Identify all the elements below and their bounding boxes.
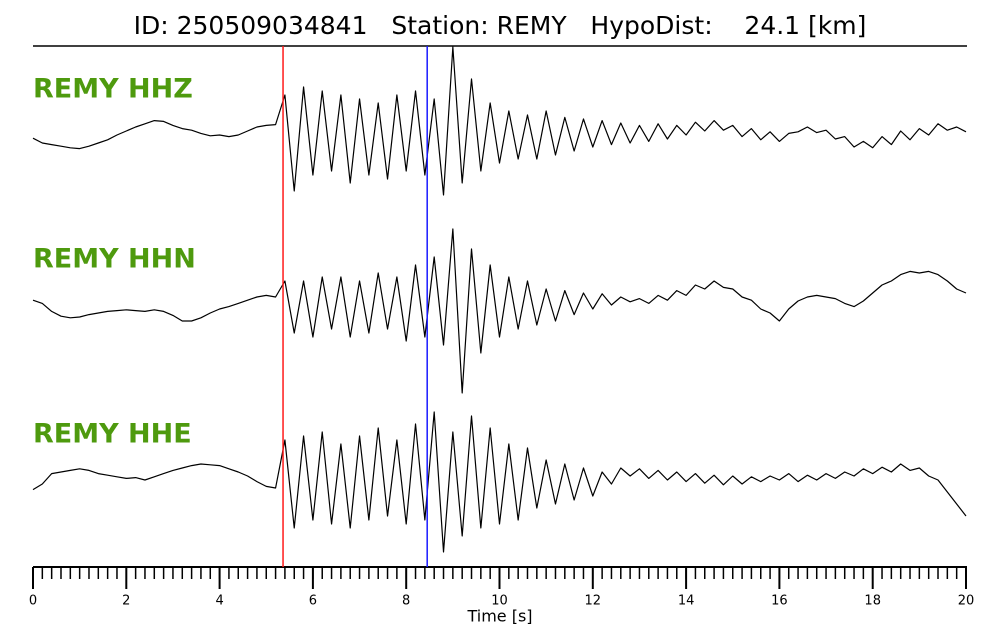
x-tick-label: 18 [864,594,881,609]
x-tick-label: 2 [122,594,130,609]
x-axis-label: Time [s] [466,607,532,626]
x-tick-label: 20 [958,594,975,609]
trace-label: REMY HHN [33,244,196,275]
waveform [32,411,967,553]
x-tick-label: 10 [491,594,508,609]
trace-label: REMY HHZ [33,74,193,105]
x-tick-label: 0 [29,594,37,609]
chart-title: ID: 250509034841 Station: REMY HypoDist:… [134,11,867,40]
x-tick-label: 4 [215,594,223,609]
x-tick-label: 8 [402,594,410,609]
x-tick-label: 6 [309,594,317,609]
x-tick-label: 12 [585,594,602,609]
trace-label: REMY HHE [33,419,192,450]
waveform [32,228,967,394]
waveform [32,46,967,196]
x-tick-label: 16 [771,594,788,609]
x-tick-label: 14 [678,594,695,609]
